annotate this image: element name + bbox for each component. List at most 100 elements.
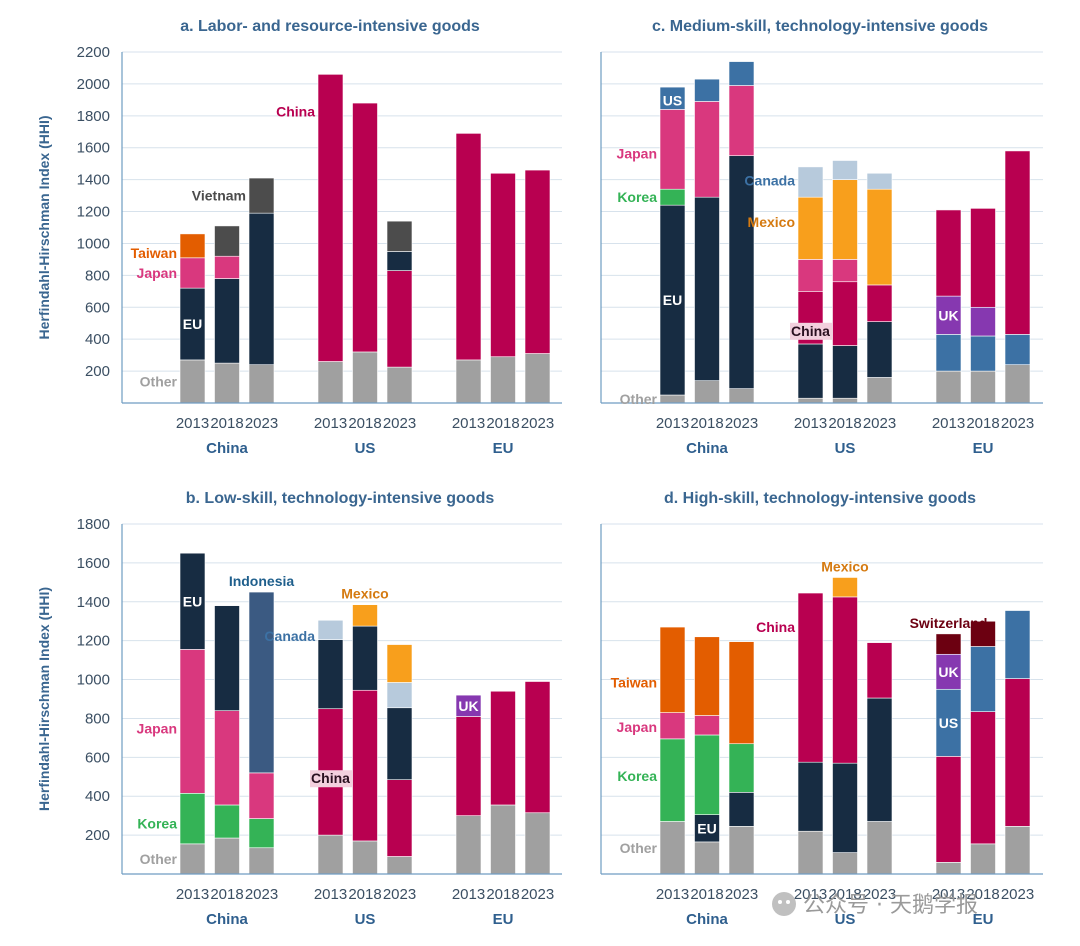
bar-segment-us — [970, 646, 996, 712]
bar-china-2023 — [248, 177, 275, 404]
series-label-uk: UK — [938, 307, 958, 323]
bar-us-2023 — [866, 172, 893, 404]
bar-segment-switzerland — [935, 633, 962, 655]
bar-segment-eu — [694, 196, 720, 381]
x-tick-label: 2013 — [176, 886, 209, 903]
x-tick-label: 2013 — [314, 415, 347, 432]
bar-eu-2023 — [1004, 150, 1031, 404]
bar-segment-other — [524, 812, 551, 875]
bar-us-2023 — [866, 642, 893, 875]
x-tick-label: 2023 — [1001, 886, 1034, 903]
bar-segment-china — [524, 169, 551, 354]
bar-segment-eu — [214, 278, 240, 364]
bar-segment-other — [248, 364, 275, 404]
x-tick-label: 2018 — [690, 886, 723, 903]
bar-segment-other — [728, 388, 755, 404]
bar-segment-indonesia — [248, 591, 275, 774]
bar-china-2013 — [659, 626, 686, 875]
y-tick-label: 200 — [85, 363, 110, 380]
bar-segment-china — [386, 779, 413, 857]
x-tick-label: 2018 — [828, 886, 861, 903]
chart-panel-c: c. Medium-skill, technology-intensive go… — [600, 18, 1043, 457]
bar-segment-china — [866, 642, 893, 699]
y-axis-label: Herfindahl-Hirschman Index (HHI) — [36, 587, 52, 811]
x-tick-label: 2023 — [725, 886, 758, 903]
y-tick-label: 2000 — [77, 76, 110, 93]
series-label-korea: Korea — [617, 768, 657, 784]
series-label-other: Other — [620, 391, 658, 407]
x-tick-label: 2018 — [348, 886, 381, 903]
y-tick-label: 600 — [85, 749, 110, 766]
series-label-china: China — [791, 323, 830, 339]
bar-segment-china — [352, 689, 378, 842]
bar-segment-other — [659, 821, 686, 875]
bar-segment-eu — [832, 762, 858, 853]
bar-segment-eu — [659, 204, 686, 396]
series-label-canada: Canada — [264, 628, 315, 644]
bar-segment-canada — [797, 166, 824, 198]
x-group-label: China — [206, 911, 248, 928]
bar-china-2018 — [214, 605, 240, 875]
label-background — [790, 322, 832, 340]
bar-segment-other — [1004, 826, 1031, 875]
series-label-uk: UK — [938, 664, 958, 680]
bar-eu-2013 — [935, 633, 962, 875]
bar-us-2018 — [832, 577, 858, 875]
x-group-label: US — [355, 440, 376, 457]
bar-segment-us — [935, 688, 962, 757]
x-tick-label: 2018 — [348, 415, 381, 432]
bar-segment-china — [490, 690, 516, 806]
bar-segment-us — [728, 61, 755, 86]
x-tick-label: 2023 — [1001, 415, 1034, 432]
x-group-label: China — [686, 911, 728, 928]
y-tick-label: 2200 — [77, 44, 110, 61]
bar-segment-eu — [317, 639, 344, 710]
bar-segment-eu — [797, 761, 824, 832]
bar-segment-china — [524, 681, 551, 814]
x-tick-label: 2013 — [452, 886, 485, 903]
bar-segment-eu — [248, 212, 275, 366]
bar-segment-other — [797, 830, 824, 875]
bar-segment-other — [214, 362, 240, 404]
bar-segment-china — [970, 208, 996, 308]
y-tick-label: 800 — [85, 710, 110, 727]
x-group-label: EU — [973, 440, 994, 457]
bar-segment-eu — [728, 792, 755, 827]
bar-segment-us — [659, 86, 686, 110]
bar-segment-china — [935, 209, 962, 297]
bar-segment-other — [248, 847, 275, 875]
bar-china-2018 — [694, 78, 720, 404]
bar-segment-mexico — [386, 644, 413, 683]
series-label-china: China — [756, 619, 795, 635]
series-label-other: Other — [620, 840, 658, 856]
chart-title: d. High-skill, technology-intensive good… — [664, 490, 976, 507]
bar-segment-eu — [214, 605, 240, 711]
bar-segment-other — [214, 837, 240, 875]
bar-segment-eu — [832, 345, 858, 399]
bar-segment-korea — [248, 818, 275, 849]
series-label-japan: Japan — [617, 719, 657, 735]
bar-china-2018 — [694, 636, 720, 875]
bar-segment-china — [970, 711, 996, 845]
bar-segment-other — [386, 366, 413, 404]
series-label-us: US — [663, 93, 682, 109]
x-tick-label: 2023 — [521, 415, 554, 432]
bar-segment-japan — [214, 255, 240, 279]
chart-panel-a: a. Labor- and resource-intensive goods 20… — [36, 18, 562, 457]
series-label-other: Other — [140, 851, 178, 867]
x-tick-label: 2018 — [210, 886, 243, 903]
x-tick-label: 2013 — [932, 415, 965, 432]
bar-segment-eu — [866, 697, 893, 822]
bar-segment-other — [832, 852, 858, 875]
bar-us-2023 — [386, 220, 413, 404]
bar-segment-other — [797, 397, 824, 404]
series-label-korea: Korea — [617, 189, 657, 205]
x-tick-label: 2023 — [383, 886, 416, 903]
bar-segment-eu — [179, 552, 206, 650]
series-label-eu: EU — [697, 820, 716, 836]
series-label-korea: Korea — [137, 816, 177, 832]
bar-us-2023 — [386, 644, 413, 875]
bar-segment-other — [352, 840, 378, 875]
x-group-label: US — [835, 440, 856, 457]
